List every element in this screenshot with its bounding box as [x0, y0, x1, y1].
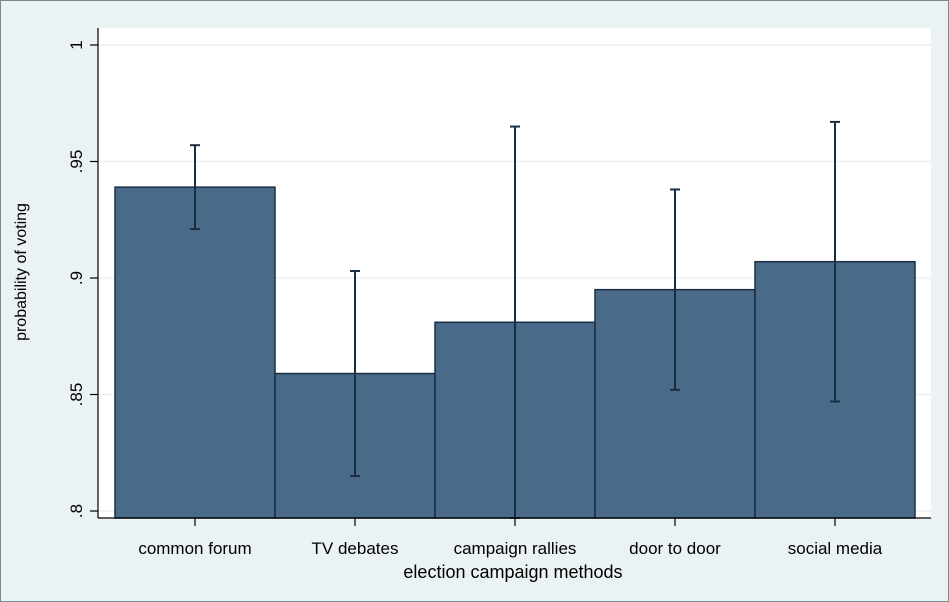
- x-tick-label: TV debates: [312, 539, 399, 558]
- y-tick-label: .85: [67, 383, 86, 407]
- y-axis-title: probability of voting: [13, 203, 30, 341]
- x-tick-label: door to door: [629, 539, 721, 558]
- y-tick-label: .8: [67, 504, 86, 518]
- bar-common-forum: [114, 186, 276, 519]
- y-tick-label: 1: [67, 40, 86, 49]
- x-axis-title: election campaign methods: [403, 562, 622, 582]
- y-tick-label: .95: [67, 150, 86, 174]
- x-tick-label: campaign rallies: [454, 539, 577, 558]
- y-tick-label: .9: [67, 271, 86, 285]
- x-tick-label: social media: [788, 539, 883, 558]
- x-tick-label: common forum: [138, 539, 251, 558]
- error-bars: [190, 120, 840, 519]
- axes: .8 .85 .9 .95 1 common forum TV debates campaig…: [67, 28, 931, 558]
